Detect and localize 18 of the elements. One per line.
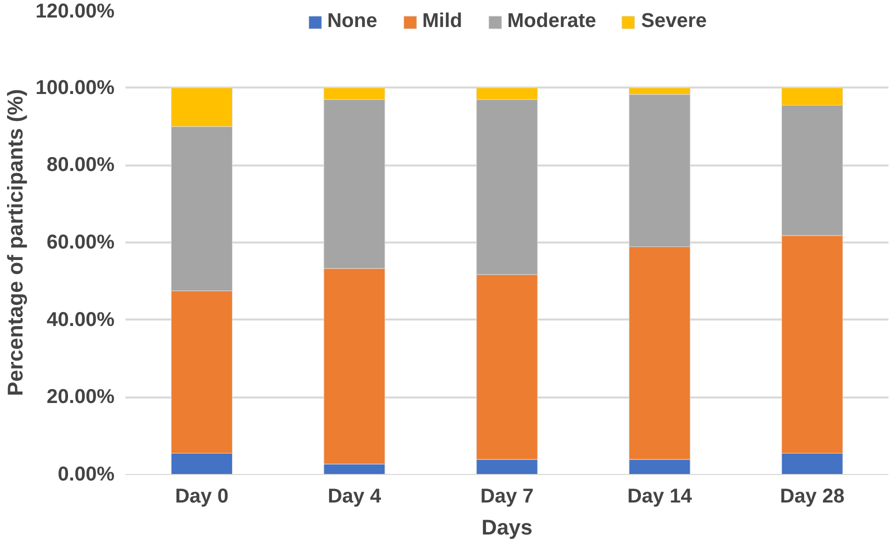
y-tick-label: 80.00% xyxy=(46,154,115,176)
x-tick-label: Day 14 xyxy=(627,486,693,508)
x-axis-title: Days xyxy=(482,516,533,540)
legend-label: Severe xyxy=(641,10,707,33)
y-tick-label: 100.00% xyxy=(36,76,115,99)
legend-label: Moderate xyxy=(507,10,596,33)
x-tick-label: Day 4 xyxy=(328,486,382,508)
x-tick-label: Day 28 xyxy=(780,486,844,508)
y-tick-label: 120.00% xyxy=(36,0,115,22)
y-tick-label: 60.00% xyxy=(46,232,115,254)
y-tick-label: 20.00% xyxy=(46,386,115,408)
legend-label: Mild xyxy=(422,10,462,33)
x-tick-label: Day 7 xyxy=(480,486,534,508)
x-tick-label: Day 0 xyxy=(175,486,228,508)
legend-label: None xyxy=(327,10,378,33)
y-tick-label: 40.00% xyxy=(46,308,115,331)
y-tick-label: 0.00% xyxy=(58,464,115,486)
y-axis-title: Percentage of participants (%) xyxy=(4,89,28,396)
